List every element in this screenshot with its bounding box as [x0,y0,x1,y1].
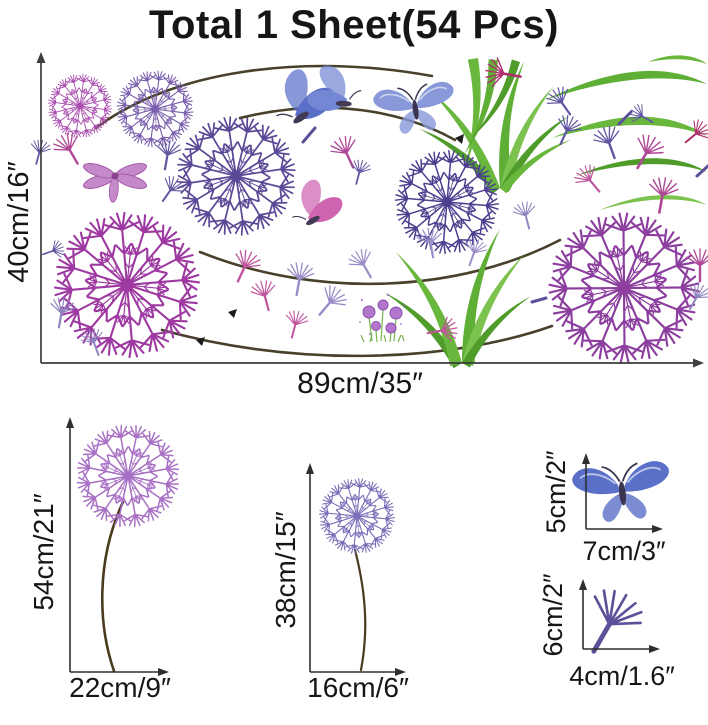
medium-dandelion-illustration [306,465,408,672]
registration-marks [196,134,464,346]
stem-curves [94,64,562,358]
page-title: Total 1 Sheet(54 Pcs) [149,3,559,47]
item-dimension-arrows [66,417,663,676]
sheet-collage [0,52,708,676]
sheet-dimension-arrows [36,52,704,368]
butterfly-icon [371,79,460,139]
size-guide-page: Total 1 Sheet(54 Pcs) 40cm/16″ 89cm/35″ … [0,3,708,703]
butterfly-width-label: 7cm/3″ [582,536,666,566]
large-dandelion-width-label: 22cm/9″ [69,672,171,703]
whirligig-seed-illustration [81,160,149,204]
butterflies [265,56,460,230]
sheet-width-label: 89cm/35″ [297,367,423,400]
floating-seeds [25,55,708,360]
medium-dandelion-height-label: 38cm/15″ [270,511,301,629]
large-dandelion-height-label: 54cm/21″ [28,493,59,611]
sheet-height-label: 40cm/16″ [3,161,35,283]
seed-width-label: 4cm/1.6″ [569,661,675,691]
grass-illustration [384,54,707,379]
butterfly-icon [285,174,346,230]
medium-dandelion-width-label: 16cm/6″ [307,672,409,703]
mini-flowers-illustration [359,293,406,343]
dandelion-puffs [24,57,708,388]
large-dandelion-illustration [67,415,189,673]
